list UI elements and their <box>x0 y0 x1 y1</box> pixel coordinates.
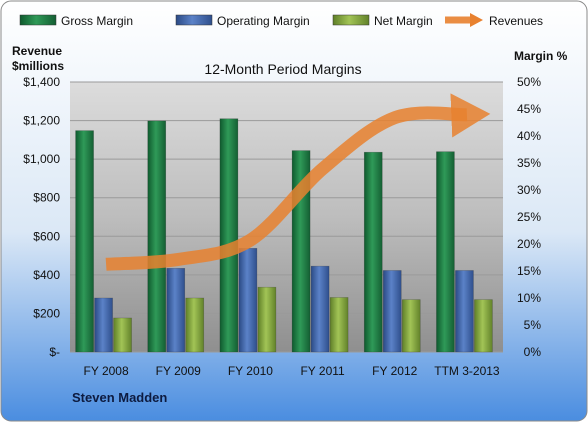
legend-arrow-revenues <box>470 13 483 27</box>
plot-area <box>70 82 503 352</box>
revenue-line <box>105 93 491 271</box>
left-axis-title-line2: $millions <box>12 59 64 73</box>
right-axis-tick-label: 50% <box>517 75 541 89</box>
left-axis-tick-label: $800 <box>33 191 60 205</box>
right-axis-tick-label: 25% <box>517 210 541 224</box>
bar-net-margin <box>329 297 349 353</box>
left-axis-tick-label: $- <box>49 345 60 359</box>
revenue-line-series <box>105 93 491 271</box>
left-axis-tick-label: $600 <box>33 229 60 243</box>
bar-gross-margin <box>147 120 167 353</box>
legend-label-revenues: Revenues <box>489 14 543 28</box>
bar-operating-margin <box>382 270 402 353</box>
right-axis-tick-label: 15% <box>517 264 541 278</box>
legend-label-operating-margin: Operating Margin <box>217 14 310 28</box>
x-axis-ticks: FY 2008 FY 2009 FY 2010 FY 2011 FY 2012 TTM 3… <box>84 364 500 378</box>
legend-swatch-operating-margin <box>175 14 213 26</box>
right-axis-tick-label: 40% <box>517 129 541 143</box>
right-axis-ticks: 0% 5% 10% 15% 20% 25% 30% 35% 40% 45% 50% <box>517 75 541 359</box>
right-axis-tick-label: 10% <box>517 291 541 305</box>
right-axis-tick-label: 45% <box>517 102 541 116</box>
bar-operating-margin <box>166 267 186 353</box>
x-axis-tick-label: FY 2011 <box>300 364 345 378</box>
legend-label-gross-margin: Gross Margin <box>61 14 133 28</box>
x-axis-tick-label: TTM 3-2013 <box>434 364 500 378</box>
left-axis-title-line1: Revenue <box>12 44 62 58</box>
bar-operating-margin <box>238 248 258 353</box>
bar-gross-margin <box>219 118 239 353</box>
bar-net-margin <box>474 299 493 353</box>
bar-operating-margin <box>94 297 113 353</box>
legend-label-net-margin: Net Margin <box>374 14 433 28</box>
left-axis-tick-label: $1,400 <box>23 75 60 89</box>
bar-operating-margin <box>310 265 330 353</box>
bar-net-margin <box>113 317 132 353</box>
left-axis-tick-label: $200 <box>33 306 60 320</box>
legend-swatch-gross-margin <box>19 14 57 26</box>
company-name: Steven Madden <box>72 390 167 405</box>
bar-net-margin <box>401 299 421 353</box>
right-axis-tick-label: 20% <box>517 237 541 251</box>
bar-gross-margin <box>75 130 94 353</box>
left-axis-ticks: $- $200 $400 $600 $800 $1,000 $1,200 $1,400 <box>23 75 60 359</box>
x-axis-tick-label: FY 2012 <box>372 364 417 378</box>
bar-net-margin <box>185 297 205 353</box>
left-axis-tick-label: $1,000 <box>23 152 60 166</box>
legend: Gross Margin Operating Margin Net Margin Re… <box>19 13 543 28</box>
x-axis-tick-label: FY 2009 <box>156 364 201 378</box>
x-axis-tick-label: FY 2008 <box>84 364 129 378</box>
bar-series <box>75 118 493 353</box>
right-axis-tick-label: 35% <box>517 156 541 170</box>
left-axis-tick-label: $400 <box>33 268 60 282</box>
bar-net-margin <box>257 286 277 353</box>
bar-gross-margin <box>363 151 383 353</box>
legend-swatch-net-margin <box>332 14 370 26</box>
right-axis-tick-label: 30% <box>517 183 541 197</box>
right-axis-tick-label: 5% <box>524 318 542 332</box>
bar-operating-margin <box>455 270 474 353</box>
right-axis-tick-label: 0% <box>524 345 542 359</box>
x-axis-tick-label: FY 2010 <box>228 364 273 378</box>
left-axis-tick-label: $1,200 <box>23 114 60 128</box>
right-axis-title: Margin % <box>514 49 568 63</box>
bar-gross-margin <box>436 151 455 353</box>
chart-title: 12-Month Period Margins <box>204 61 361 77</box>
gridlines <box>70 81 503 353</box>
